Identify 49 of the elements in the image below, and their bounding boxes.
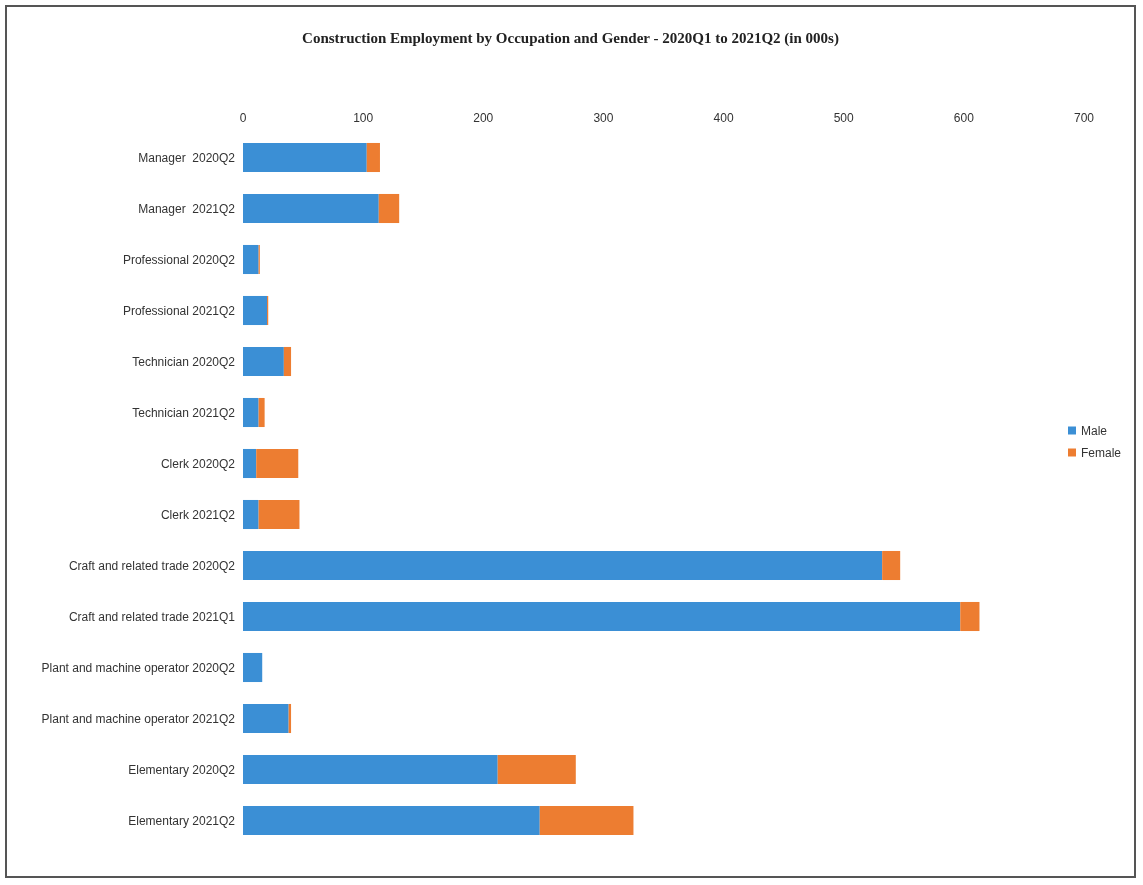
y-tick-label: Clerk 2021Q2	[160, 507, 236, 522]
y-tick-label: Craft and related trade 2020Q2	[68, 558, 236, 573]
x-tick-label: 400	[713, 111, 734, 125]
bar	[283, 346, 292, 377]
y-tick-label: Plant and machine operator 2021Q2	[41, 711, 236, 726]
bar	[243, 397, 259, 428]
bar	[243, 754, 498, 785]
x-tick-label: 300	[593, 111, 614, 125]
y-tick-label: Technician 2021Q2	[132, 405, 236, 420]
bar	[243, 652, 263, 683]
bar	[960, 601, 980, 632]
bar	[243, 142, 367, 173]
x-tick-label: 0	[239, 111, 247, 125]
x-tick-label: 200	[473, 111, 494, 125]
bar	[243, 346, 284, 377]
bar	[258, 397, 265, 428]
y-tick-label: Craft and related trade 2021Q1	[68, 609, 236, 624]
bar	[243, 193, 379, 224]
x-tick-label: 700	[1073, 111, 1095, 125]
bar	[258, 499, 300, 530]
bar	[243, 448, 257, 479]
bar	[243, 295, 268, 326]
legend-label: Female	[1080, 445, 1122, 460]
bar	[243, 244, 259, 275]
bar	[243, 703, 289, 734]
y-tick-label: Manager 2020Q2	[138, 150, 236, 165]
bar	[243, 550, 883, 581]
y-tick-label: Professional 2020Q2	[122, 252, 236, 267]
bar	[243, 805, 540, 836]
y-tick-label: Professional 2021Q2	[122, 303, 236, 318]
x-tick-label: 100	[353, 111, 374, 125]
legend-label: Male	[1080, 423, 1108, 438]
y-tick-label: Manager 2021Q2	[138, 201, 236, 216]
x-tick-label: 600	[953, 111, 975, 125]
y-tick-label: Plant and machine operator 2020Q2	[41, 660, 236, 675]
bar	[243, 601, 961, 632]
y-tick-label: Elementary 2020Q2	[128, 762, 236, 777]
bar	[539, 805, 634, 836]
bar	[256, 448, 299, 479]
bar	[243, 499, 259, 530]
y-tick-label: Clerk 2020Q2	[160, 456, 236, 471]
chart-title: Construction Employment by Occupation and Gender - 2020Q1 to 2021Q2 (in 000s)	[302, 29, 839, 47]
y-tick-label: Technician 2020Q2	[132, 354, 236, 369]
bar	[366, 142, 380, 173]
bar	[497, 754, 576, 785]
bar	[882, 550, 901, 581]
x-tick-label: 500	[833, 111, 855, 125]
bar	[378, 193, 400, 224]
y-tick-label: Elementary 2021Q2	[128, 813, 236, 828]
